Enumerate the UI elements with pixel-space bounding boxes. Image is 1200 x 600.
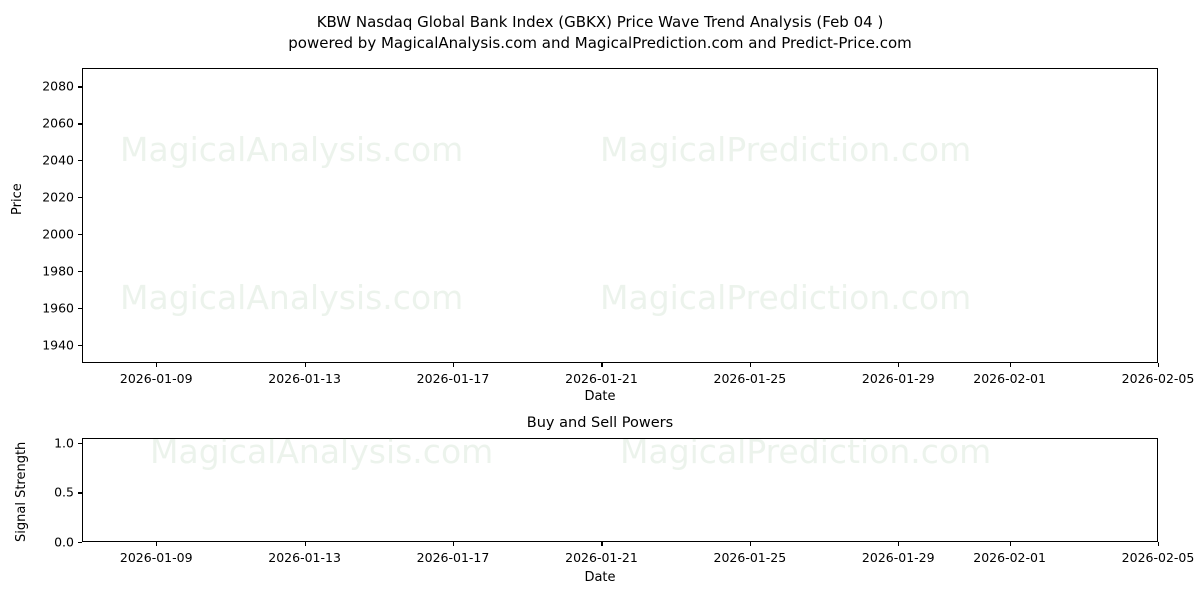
price-y-tick-label: 1960	[42, 300, 74, 316]
price-x-tick-mark	[156, 363, 158, 367]
price-y-tick-mark	[78, 123, 82, 125]
signal-x-tick-label: 2026-01-17	[416, 550, 490, 565]
price-x-tick-mark	[601, 363, 603, 367]
signal-x-tick-mark	[453, 542, 455, 546]
signal-x-tick-label: 2026-02-01	[973, 550, 1046, 565]
price-plot-frame	[82, 68, 1158, 363]
signal-x-tick-mark	[156, 542, 158, 546]
price-chart-panel	[82, 68, 1158, 363]
price-y-tick-mark	[78, 160, 82, 162]
price-x-tick-label: 2026-01-17	[416, 371, 490, 386]
page-title: KBW Nasdaq Global Bank Index (GBKX) Pric…	[316, 13, 884, 31]
signal-x-tick-mark	[1009, 542, 1011, 546]
price-y-tick-mark	[78, 307, 82, 309]
signal-chart-panel	[82, 438, 1158, 542]
price-y-tick-label: 2000	[42, 226, 74, 242]
price-x-tick-label: 2026-01-13	[268, 371, 341, 386]
price-x-tick-label: 2026-01-09	[119, 371, 193, 386]
price-y-tick-mark	[78, 233, 82, 236]
price-x-tick-mark	[453, 363, 455, 367]
signal-y-tick-mark	[78, 542, 82, 544]
signal-x-tick-label: 2026-01-25	[713, 550, 787, 565]
price-y-tick-label: 2080	[42, 78, 74, 94]
price-x-tick-mark	[898, 363, 900, 367]
signal-x-tick-label: 2026-01-09	[119, 550, 193, 565]
price-y-tick-mark	[78, 86, 82, 88]
price-x-tick-label: 2026-01-29	[861, 371, 935, 386]
price-x-tick-label: 2026-01-21	[565, 371, 638, 386]
signal-y-tick-label: 0.5	[54, 484, 74, 500]
signal-x-tick-label: 2026-01-13	[268, 550, 341, 565]
price-x-axis-label: Date	[584, 389, 616, 404]
signal-x-tick-label: 2026-02-05	[1121, 550, 1195, 565]
price-y-tick-label: 2020	[42, 189, 74, 205]
signal-y-tick-mark	[78, 442, 82, 445]
signal-y-tick-mark	[78, 492, 82, 494]
price-y-tick-mark	[78, 344, 82, 346]
signal-x-tick-label: 2026-01-29	[861, 550, 935, 565]
price-x-tick-mark	[749, 363, 752, 367]
signal-x-tick-mark	[1158, 542, 1160, 546]
price-x-tick-label: 2026-02-01	[973, 371, 1046, 386]
price-y-tick-label: 1980	[42, 263, 74, 279]
signal-y-axis-label: Signal Strength	[14, 441, 29, 542]
signal-x-tick-mark	[601, 542, 603, 546]
chart-title-block: KBW Nasdaq Global Bank Index (GBKX) Pric…	[0, 12, 1200, 54]
signal-chart-title: Buy and Sell Powers	[526, 415, 674, 431]
price-y-axis-label: Price	[10, 183, 25, 215]
price-y-tick-label: 2060	[42, 115, 74, 131]
signal-plot-frame	[82, 438, 1158, 542]
price-y-tick-label: 1940	[42, 337, 74, 353]
price-x-tick-mark	[304, 363, 306, 367]
price-y-tick-mark	[78, 270, 82, 272]
signal-y-tick-label: 1.0	[54, 435, 74, 451]
signal-x-tick-mark	[304, 542, 306, 546]
price-x-tick-label: 2026-02-05	[1121, 371, 1195, 386]
signal-x-tick-mark	[898, 542, 900, 546]
price-x-tick-mark	[1158, 363, 1160, 367]
price-y-tick-label: 2040	[42, 152, 74, 168]
price-x-tick-mark	[1009, 363, 1011, 367]
signal-y-tick-label: 0.0	[54, 534, 74, 550]
signal-x-axis-label: Date	[584, 570, 616, 585]
price-y-tick-mark	[78, 197, 82, 199]
signal-x-tick-mark	[749, 542, 752, 546]
signal-x-tick-label: 2026-01-21	[565, 550, 638, 565]
price-x-tick-label: 2026-01-25	[713, 371, 787, 386]
page-subtitle: powered by MagicalAnalysis.com and Magic…	[288, 34, 912, 52]
